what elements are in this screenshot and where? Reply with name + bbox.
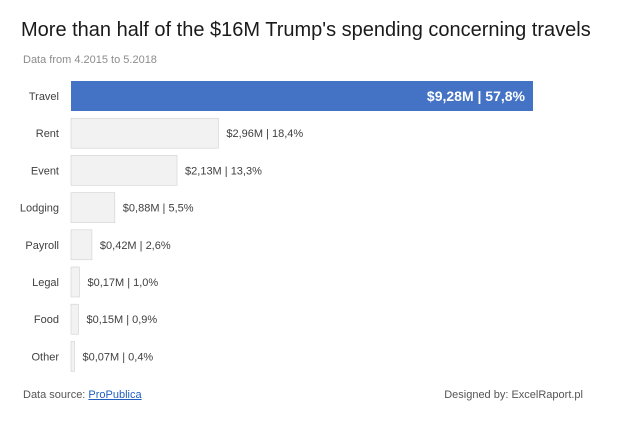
- propublica-link[interactable]: ProPublica: [88, 389, 142, 401]
- data-label-other: $0,07M | 0,4%: [82, 351, 153, 363]
- bar-legal: [70, 266, 80, 298]
- data-label-rent: $2,96M | 18,4%: [226, 128, 303, 140]
- category-label-event: Event: [31, 165, 59, 177]
- bar-rent: [70, 117, 219, 149]
- bar-lodging: [70, 192, 116, 223]
- category-label-travel: Travel: [29, 91, 59, 103]
- category-label-lodging: Lodging: [20, 203, 59, 215]
- bar-travel: [71, 81, 533, 111]
- data-label-event: $2,13M | 13,3%: [185, 165, 262, 177]
- data-label-legal: $0,17M | 1,0%: [87, 277, 158, 289]
- data-label-lodging: $0,88M | 5,5%: [123, 203, 194, 215]
- data-source-prefix: Data source:: [23, 389, 89, 401]
- chart-subtitle: Data from 4.2015 to 5.2018: [23, 54, 157, 66]
- designer-credit: Designed by: ExcelRaport.pl: [444, 389, 583, 401]
- data-label-travel: $9,28M | 57,8%: [427, 88, 526, 104]
- category-label-food: Food: [34, 314, 59, 326]
- category-label-payroll: Payroll: [25, 240, 59, 252]
- bar-chart: Travel $9,28M | 57,8% Rent $2,96M | 18,4% Ev…: [20, 81, 533, 372]
- bar-other: [70, 341, 75, 372]
- data-label-food: $0,15M | 0,9%: [86, 314, 157, 326]
- data-source: Data source: ProPublica: [23, 389, 142, 401]
- category-label-other: Other: [31, 351, 59, 363]
- category-label-legal: Legal: [32, 277, 59, 289]
- chart-title: More than half of the $16M Trump's spend…: [21, 19, 591, 41]
- bar-food: [70, 303, 79, 335]
- bar-event: [70, 155, 178, 186]
- bar-payroll: [70, 229, 93, 261]
- category-label-rent: Rent: [36, 128, 59, 140]
- data-label-payroll: $0,42M | 2,6%: [100, 240, 171, 252]
